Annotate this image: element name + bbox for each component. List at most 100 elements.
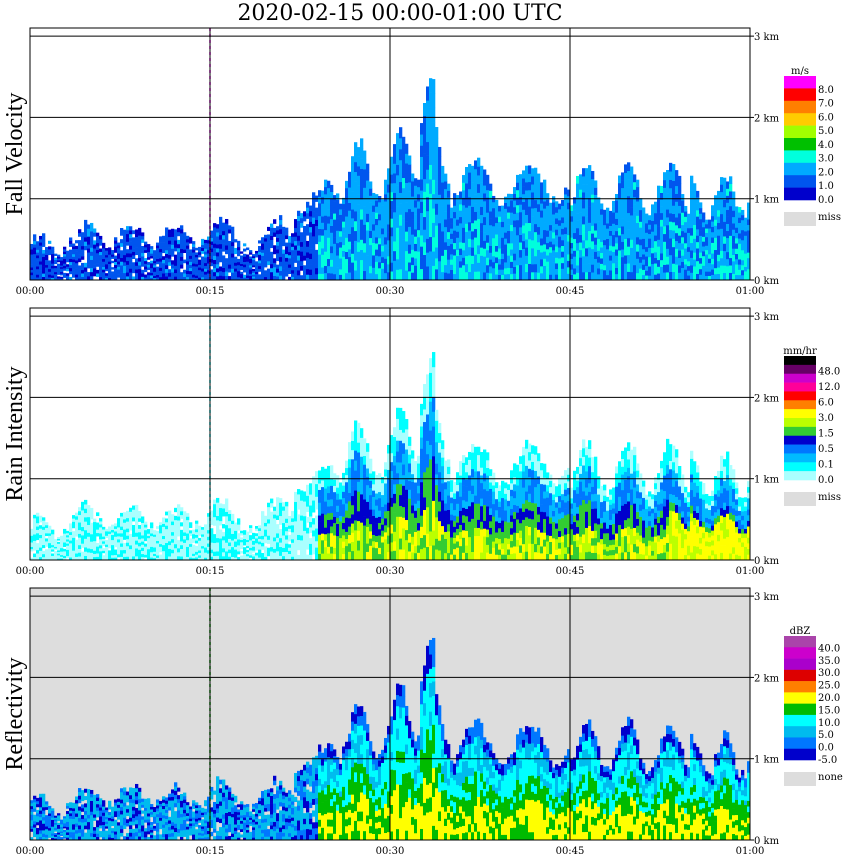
echo-cell bbox=[75, 522, 79, 527]
echo-cell bbox=[309, 253, 313, 260]
echo-cell bbox=[270, 520, 274, 526]
echo-cell bbox=[207, 276, 211, 281]
echo-cell bbox=[405, 163, 409, 174]
echo-cell bbox=[375, 547, 379, 555]
echo-cell bbox=[357, 270, 361, 281]
echo-cell bbox=[351, 495, 355, 506]
echo-cell bbox=[144, 241, 148, 245]
echo-cell bbox=[33, 250, 37, 255]
echo-cell bbox=[108, 526, 112, 530]
echo-cell bbox=[306, 484, 310, 491]
echo-cell bbox=[240, 259, 244, 262]
echo-cell bbox=[72, 264, 76, 268]
echo-cell bbox=[252, 538, 256, 541]
echo-cell bbox=[105, 531, 109, 534]
echo-cell bbox=[213, 542, 217, 548]
echo-cell bbox=[264, 244, 268, 249]
echo-cell bbox=[336, 255, 340, 262]
echo-cell bbox=[93, 272, 97, 277]
echo-cell bbox=[282, 238, 286, 243]
echo-cell bbox=[399, 516, 403, 528]
echo-cell bbox=[534, 263, 538, 273]
echo-cell bbox=[330, 526, 334, 534]
echo-cell bbox=[138, 265, 142, 270]
echo-cell bbox=[342, 203, 346, 210]
echo-cell bbox=[36, 522, 40, 527]
echo-cell bbox=[468, 213, 472, 223]
echo-cell bbox=[342, 553, 346, 561]
echo-cell bbox=[57, 260, 61, 263]
echo-cell bbox=[564, 246, 568, 254]
echo-cell bbox=[54, 261, 58, 265]
echo-cell bbox=[240, 550, 244, 554]
echo-cell bbox=[219, 234, 223, 240]
echo-cell bbox=[228, 549, 232, 554]
echo-cell bbox=[357, 242, 361, 252]
chart-title: 2020-02-15 00:00-01:00 UTC bbox=[237, 1, 563, 26]
echo-cell bbox=[186, 543, 190, 547]
echo-cell bbox=[375, 194, 379, 201]
echo-cell bbox=[132, 528, 136, 534]
echo-cell bbox=[336, 199, 340, 207]
echo-cell bbox=[108, 275, 112, 278]
echo-cell bbox=[60, 556, 64, 559]
echo-cell bbox=[693, 266, 697, 274]
echo-cell bbox=[231, 533, 235, 538]
echo-cell bbox=[501, 216, 505, 222]
echo-cell bbox=[348, 272, 352, 281]
echo-cell bbox=[60, 268, 64, 271]
echo-cell bbox=[309, 269, 313, 275]
echo-cell bbox=[144, 260, 148, 264]
echo-cell bbox=[573, 238, 577, 245]
echo-cell bbox=[588, 173, 592, 182]
echo-cell bbox=[294, 240, 298, 246]
echo-cell bbox=[300, 213, 304, 219]
echo-cell bbox=[387, 264, 391, 273]
echo-cell bbox=[294, 555, 298, 561]
echo-cell bbox=[507, 230, 511, 238]
echo-cell bbox=[186, 251, 190, 256]
echo-cell bbox=[150, 255, 154, 259]
echo-cell bbox=[411, 497, 415, 506]
echo-cell bbox=[399, 494, 403, 506]
echo-cell bbox=[261, 528, 265, 533]
echo-cell bbox=[282, 543, 286, 548]
echo-cell bbox=[285, 555, 289, 561]
echo-cell bbox=[390, 515, 394, 525]
echo-cell bbox=[294, 530, 298, 536]
echo-cell bbox=[615, 224, 619, 232]
echo-cell bbox=[543, 179, 547, 188]
echo-cell bbox=[102, 548, 106, 551]
echo-cell bbox=[237, 258, 241, 263]
echo-cell bbox=[183, 242, 187, 247]
echo-cell bbox=[99, 551, 103, 555]
echo-cell bbox=[246, 261, 250, 265]
echo-cell bbox=[282, 249, 286, 254]
echo-cell bbox=[291, 532, 295, 536]
echo-cell bbox=[156, 526, 160, 529]
echo-cell bbox=[255, 552, 259, 556]
echo-cell bbox=[132, 548, 136, 553]
echo-cell bbox=[384, 251, 388, 259]
echo-cell bbox=[285, 535, 289, 540]
echo-cell bbox=[399, 258, 403, 270]
echo-cell bbox=[390, 506, 394, 516]
echo-cell bbox=[696, 210, 700, 217]
echo-cell bbox=[357, 501, 361, 512]
echo-cell bbox=[441, 255, 445, 265]
echo-cell bbox=[684, 232, 688, 239]
echo-cell bbox=[327, 258, 331, 267]
echo-cell bbox=[669, 271, 673, 281]
echo-cell bbox=[162, 276, 166, 281]
echo-cell bbox=[276, 524, 280, 529]
echo-cell bbox=[168, 276, 172, 281]
echo-cell bbox=[324, 553, 328, 561]
echo-cell bbox=[300, 251, 304, 257]
echo-cell bbox=[297, 494, 301, 500]
echo-cell bbox=[87, 548, 91, 553]
echo-cell bbox=[69, 255, 73, 260]
echo-cell bbox=[303, 496, 307, 502]
echo-cell bbox=[198, 272, 202, 276]
echo-cell bbox=[516, 204, 520, 213]
echo-cell bbox=[204, 542, 208, 546]
